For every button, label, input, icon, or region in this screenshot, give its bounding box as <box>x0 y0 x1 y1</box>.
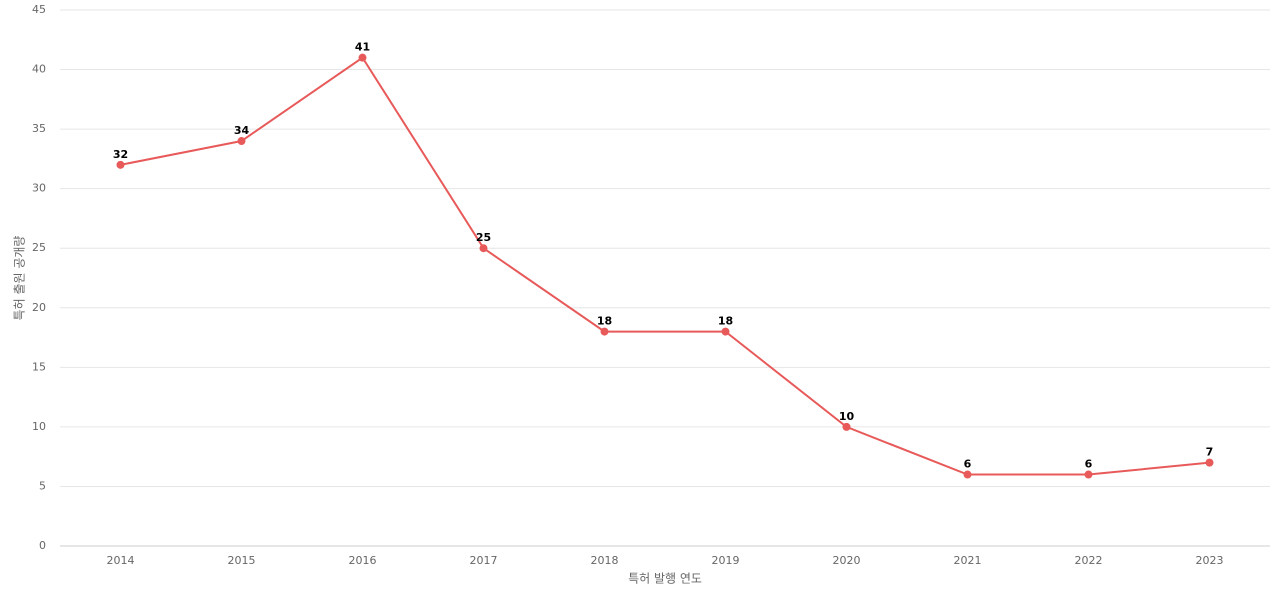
data-label: 34 <box>234 124 250 137</box>
y-tick-label: 30 <box>32 182 46 195</box>
x-tick-label: 2014 <box>107 554 135 567</box>
data-label: 6 <box>1085 458 1093 471</box>
y-tick-label: 15 <box>32 360 46 373</box>
y-tick-label: 40 <box>32 63 46 76</box>
x-tick-label: 2019 <box>712 554 740 567</box>
x-tick-label: 2017 <box>470 554 498 567</box>
data-label: 18 <box>597 315 612 328</box>
data-label: 7 <box>1206 446 1214 459</box>
data-label: 25 <box>476 231 491 244</box>
x-tick-label: 2021 <box>954 554 982 567</box>
y-tick-label: 45 <box>32 3 46 16</box>
x-axis-title: 특허 발행 연도 <box>628 571 702 586</box>
y-tick-label: 0 <box>39 539 46 552</box>
data-label: 41 <box>355 41 370 54</box>
point <box>842 422 851 431</box>
data-label: 18 <box>718 315 733 328</box>
point <box>1084 470 1093 479</box>
point <box>963 470 972 479</box>
point <box>358 53 367 62</box>
y-tick-label: 25 <box>32 241 46 254</box>
x-tick-label: 2020 <box>833 554 861 567</box>
data-label: 10 <box>839 410 855 423</box>
y-tick-label: 20 <box>32 301 46 314</box>
y-axis-title: 특허 출원 공개량 <box>13 236 27 321</box>
y-tick-label: 10 <box>32 420 46 433</box>
point <box>1205 458 1214 467</box>
point <box>721 327 730 336</box>
x-tick-label: 2023 <box>1196 554 1224 567</box>
point <box>116 160 125 169</box>
x-tick-label: 2022 <box>1075 554 1103 567</box>
data-label: 32 <box>113 148 128 161</box>
x-tick-label: 2016 <box>349 554 377 567</box>
x-tick-label: 2018 <box>591 554 619 567</box>
x-tick-label: 2015 <box>228 554 256 567</box>
data-label: 6 <box>964 458 972 471</box>
point <box>237 137 246 146</box>
point <box>479 244 488 253</box>
y-tick-label: 35 <box>32 122 46 135</box>
point <box>600 327 609 336</box>
y-tick-label: 5 <box>39 479 46 492</box>
series-line <box>120 56 1210 476</box>
